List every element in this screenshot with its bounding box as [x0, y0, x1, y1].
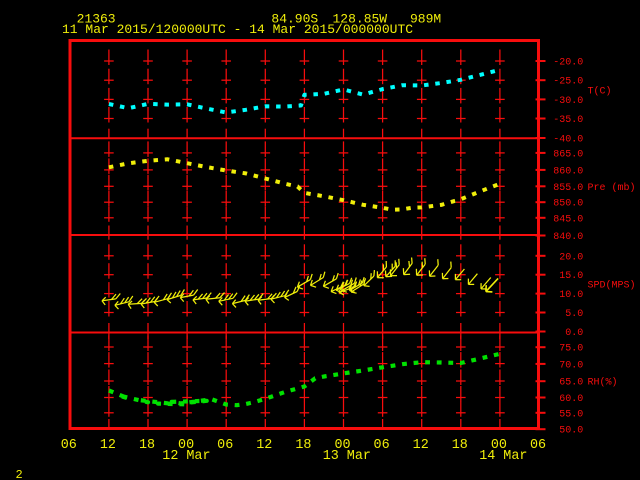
- svg-text:20.0: 20.0: [559, 252, 583, 263]
- svg-text:18: 18: [295, 438, 311, 453]
- svg-text:855.0: 855.0: [553, 183, 583, 194]
- svg-text:0.0: 0.0: [565, 328, 583, 339]
- svg-text:SPD(MPS): SPD(MPS): [588, 280, 636, 292]
- svg-text:60.0: 60.0: [559, 394, 583, 405]
- svg-text:5.0: 5.0: [565, 309, 583, 320]
- svg-text:860.0: 860.0: [553, 166, 583, 177]
- svg-text:84.90S: 84.90S: [271, 11, 318, 26]
- svg-text:2: 2: [16, 468, 23, 480]
- svg-text:11 Mar 2015/120000UTC - 14 Mar: 11 Mar 2015/120000UTC - 14 Mar 2015/0000…: [62, 22, 413, 37]
- svg-text:55.0: 55.0: [559, 409, 583, 420]
- svg-text:00: 00: [491, 438, 507, 453]
- svg-text:989M: 989M: [410, 11, 441, 26]
- svg-text:00: 00: [334, 438, 350, 453]
- svg-text:-25.0: -25.0: [553, 77, 583, 88]
- svg-text:RH(%): RH(%): [588, 377, 618, 389]
- svg-text:12 Mar: 12 Mar: [162, 449, 210, 464]
- svg-text:06: 06: [530, 438, 546, 453]
- svg-text:10.0: 10.0: [559, 290, 583, 301]
- svg-text:12: 12: [413, 438, 429, 453]
- svg-text:850.0: 850.0: [553, 199, 583, 210]
- svg-text:12: 12: [256, 438, 272, 453]
- svg-text:845.0: 845.0: [553, 214, 583, 225]
- svg-text:-40.0: -40.0: [553, 135, 583, 146]
- svg-text:128.85W: 128.85W: [333, 11, 388, 26]
- svg-text:-20.0: -20.0: [553, 58, 583, 69]
- svg-text:12: 12: [100, 438, 116, 453]
- svg-text:-35.0: -35.0: [553, 115, 583, 126]
- svg-text:06: 06: [61, 438, 77, 453]
- svg-text:21363: 21363: [77, 11, 116, 26]
- svg-text:75.0: 75.0: [559, 344, 583, 355]
- svg-text:T(C): T(C): [588, 86, 612, 98]
- svg-text:14 Mar: 14 Mar: [479, 449, 527, 464]
- svg-text:-30.0: -30.0: [553, 96, 583, 107]
- svg-text:00: 00: [178, 438, 194, 453]
- svg-text:865.0: 865.0: [553, 149, 583, 160]
- svg-text:65.0: 65.0: [559, 378, 583, 389]
- svg-text:Pre (mb): Pre (mb): [588, 182, 636, 194]
- svg-text:15.0: 15.0: [559, 271, 583, 282]
- svg-text:840.0: 840.0: [553, 232, 583, 243]
- svg-text:70.0: 70.0: [559, 360, 583, 371]
- svg-text:06: 06: [217, 438, 233, 453]
- svg-text:06: 06: [374, 438, 390, 453]
- svg-text:13 Mar: 13 Mar: [323, 449, 371, 464]
- svg-text:50.0: 50.0: [559, 426, 583, 437]
- svg-text:18: 18: [139, 438, 155, 453]
- svg-text:18: 18: [452, 438, 468, 453]
